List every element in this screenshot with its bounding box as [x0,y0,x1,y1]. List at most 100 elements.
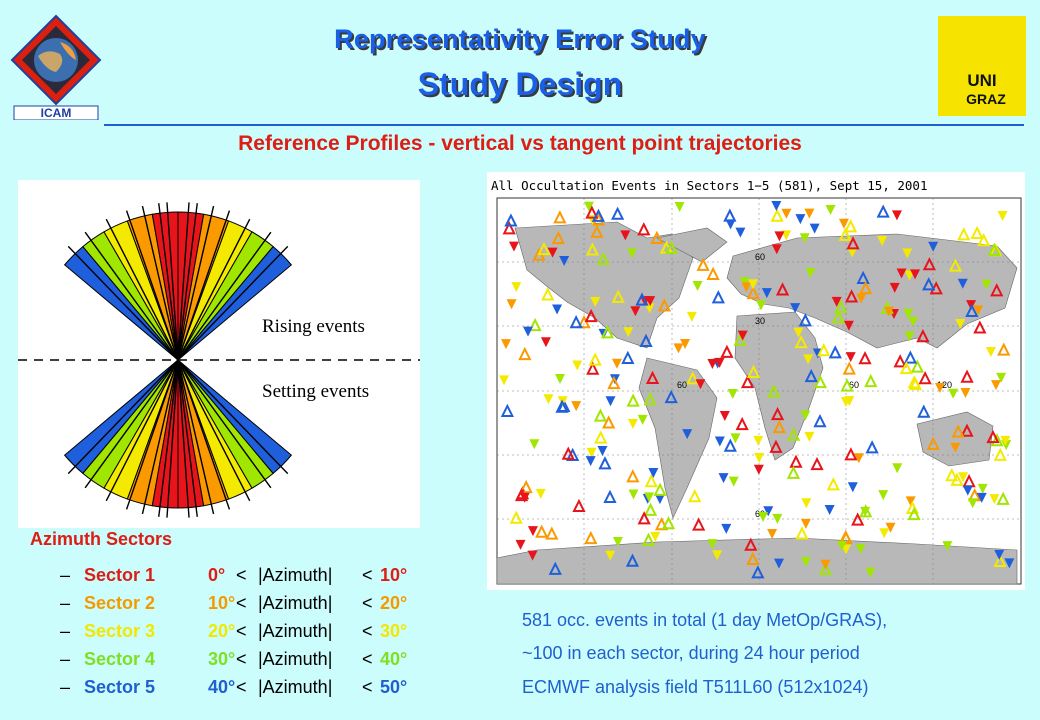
rising-event-marker [828,345,842,359]
rising-event-marker [899,360,913,375]
setting-event-marker [855,544,866,555]
setting-event-marker [763,506,774,517]
rising-event-marker [596,251,610,266]
setting-event-marker [1004,558,1015,569]
rising-event-marker [842,361,856,375]
less-than: < [362,565,373,585]
less-than: < [362,621,373,641]
setting-event-marker [727,389,738,400]
setting-event-marker [805,267,816,278]
rising-event-marker [551,230,565,245]
rising-event-marker [637,222,651,236]
setting-event-marker [605,550,616,561]
rising-event-marker [591,212,606,226]
setting-event-marker [781,208,792,219]
rising-event-marker [922,257,937,271]
rising-event-marker [772,419,786,434]
setting-event-marker [686,311,697,322]
event-trajectory-line [177,359,198,517]
event-trajectory-line [158,203,179,361]
info-line: ECMWF analysis field T511L60 (512x1024) [522,677,869,697]
rising-event-marker [626,469,640,483]
rising-event-marker [588,352,602,366]
info-line: 581 occ. events in total (1 day MetOp/GR… [522,610,888,630]
setting-event-marker [612,537,623,548]
setting-event-marker [1000,435,1011,446]
rising-event-marker [641,532,656,546]
rising-event-marker [572,498,586,513]
rising-event-marker [541,287,555,301]
setting-event-marker [695,379,706,390]
lon-label: 60 [849,380,859,390]
setting-event-marker [801,498,812,509]
rising-event-marker [838,227,852,241]
rising-event-marker [509,510,523,524]
setting-event-marker [571,401,582,412]
rising-event-marker [769,439,783,453]
rising-event-marker [908,376,923,391]
setting-event-marker [627,418,638,429]
rising-event-marker [740,374,755,389]
event-trajectory-line [177,231,272,361]
event-trajectory-line [105,359,179,502]
rising-event-marker [621,350,635,364]
setting-event-marker [737,330,748,341]
rising-event-marker [856,270,870,284]
setting-event-marker [774,231,785,242]
rising-event-marker [735,416,749,431]
event-trajectory-line [125,359,179,510]
setting-event-marker [644,492,655,503]
setting-event-marker [721,523,732,534]
setting-event-marker [673,343,684,354]
setting-event-marker [856,293,867,304]
setting-events-label: Setting events [262,381,369,402]
setting-event-marker [620,230,631,241]
sector-low-bound: 10° [208,593,236,613]
setting-event-marker [967,498,978,509]
rising-event-marker [537,241,551,256]
sector-high-bound: 40° [380,649,408,669]
event-trajectory-line [84,231,179,361]
rising-event-marker [653,482,667,496]
south-america-land [638,357,718,519]
setting-event-marker [885,522,896,533]
rising-event-marker [977,233,991,247]
rising-event-marker [593,408,608,422]
setting-event-marker [719,410,730,421]
setting-event-marker [853,453,864,464]
rising-event-marker [548,561,562,575]
rising-event-marker [986,429,1000,444]
australia-land [916,411,994,467]
setting-event-marker [748,279,759,290]
sector-name: Sector 3 [84,621,156,641]
sector-low-bound: 0° [208,565,226,585]
lat-label: 60 [755,252,765,262]
rising-event-marker [555,399,569,413]
setting-event-marker [519,492,530,503]
less-than: < [236,649,247,669]
setting-event-marker [725,219,736,230]
setting-event-marker [552,304,563,315]
rising-event-marker [561,446,575,460]
lon-label: 60 [677,380,687,390]
setting-event-marker [958,472,969,483]
setting-event-marker [844,396,855,407]
rising-event-marker [610,206,625,220]
setting-event-marker [928,241,939,252]
rising-event-marker [844,219,858,233]
rising-event-marker [625,553,640,567]
list-dash: – [60,649,71,669]
rising-event-marker [519,479,533,494]
rising-event-marker [645,370,660,384]
rising-event-marker [844,289,859,303]
rising-event-marker [973,320,987,334]
rising-event-marker [504,213,518,227]
rising-event-marker [569,314,583,329]
rising-event-marker [770,406,785,421]
rising-event-marker [786,465,801,479]
setting-event-marker [942,541,953,552]
setting-event-marker [966,300,977,311]
rising-event-marker [996,491,1010,505]
rising-event-marker [692,517,706,531]
setting-event-marker [730,433,741,444]
